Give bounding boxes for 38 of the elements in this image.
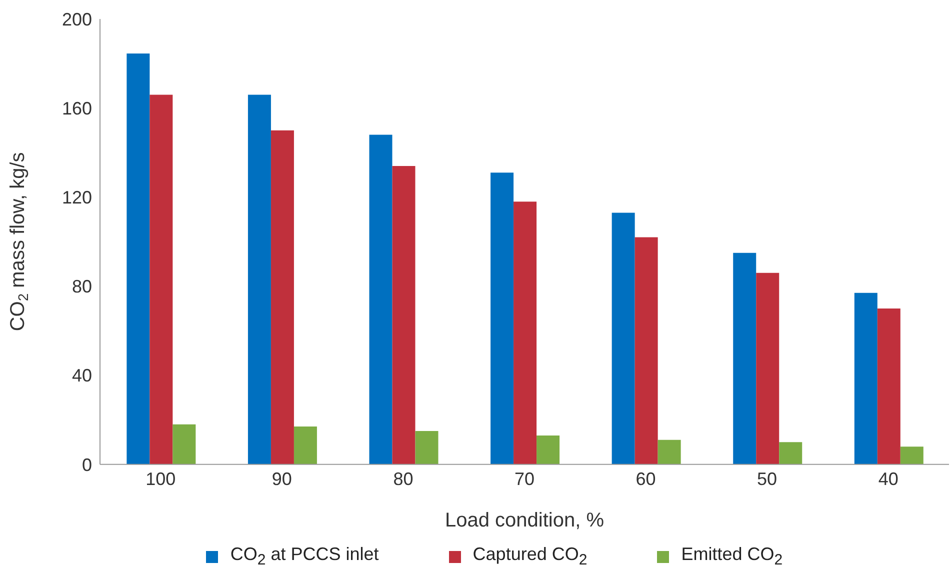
y-tick-label: 40 <box>72 366 92 386</box>
bar <box>612 212 635 464</box>
bar <box>270 130 294 464</box>
bar <box>514 202 537 464</box>
y-tick-label: 160 <box>62 98 92 118</box>
bar <box>900 446 924 464</box>
bar <box>658 440 681 464</box>
bar <box>779 442 802 464</box>
bar <box>634 237 658 464</box>
legend-label: CO$_{2}$ at PCCS inlet <box>230 544 379 569</box>
x-tick-label: 70 <box>514 469 535 490</box>
y-tick-label: 200 <box>62 9 92 30</box>
bar <box>126 54 150 464</box>
x-tick-label: 100 <box>146 469 176 490</box>
bar <box>490 172 514 464</box>
bar <box>150 94 173 464</box>
legend-label: Captured CO$_{2}$ <box>472 544 588 569</box>
bar <box>415 431 438 464</box>
x-tick-label: 60 <box>636 469 656 490</box>
y-tick-label: 120 <box>62 188 92 208</box>
x-tick-label: 50 <box>757 469 778 490</box>
bar <box>172 424 196 464</box>
x-tick-label: 90 <box>272 469 292 490</box>
bar <box>756 272 780 464</box>
legend-label: Emitted CO$_{2}$ <box>681 544 783 569</box>
bar <box>248 94 271 464</box>
bar <box>392 166 416 464</box>
bar <box>294 426 317 464</box>
x-tick-label: 40 <box>878 469 898 490</box>
x-axis-title: Load condition, % <box>444 509 604 532</box>
bar <box>369 134 392 464</box>
y-tick-label: 0 <box>82 454 92 475</box>
bar <box>854 292 878 464</box>
x-tick-label: 80 <box>393 469 414 490</box>
y-tick-label: 80 <box>72 276 92 297</box>
bar <box>536 435 560 464</box>
bar <box>733 252 756 464</box>
bar <box>877 308 900 464</box>
